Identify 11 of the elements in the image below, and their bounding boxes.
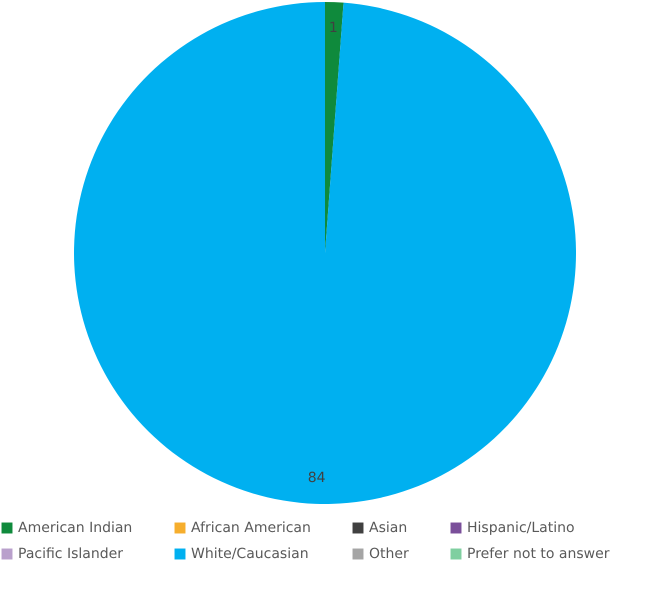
legend-label: Pacific Islander — [18, 546, 124, 562]
legend-label: American Indian — [18, 520, 132, 536]
legend-label: African American — [191, 520, 311, 536]
legend-label: Hispanic/Latino — [467, 520, 575, 536]
pie-slice — [74, 2, 576, 504]
data-label: 1 — [328, 20, 338, 36]
legend-label: Asian — [369, 520, 408, 536]
legend-label: White/Caucasian — [191, 546, 309, 562]
legend-label: Prefer not to answer — [467, 546, 610, 562]
data-label: 84 — [308, 470, 326, 486]
legend-label: Other — [369, 546, 409, 562]
